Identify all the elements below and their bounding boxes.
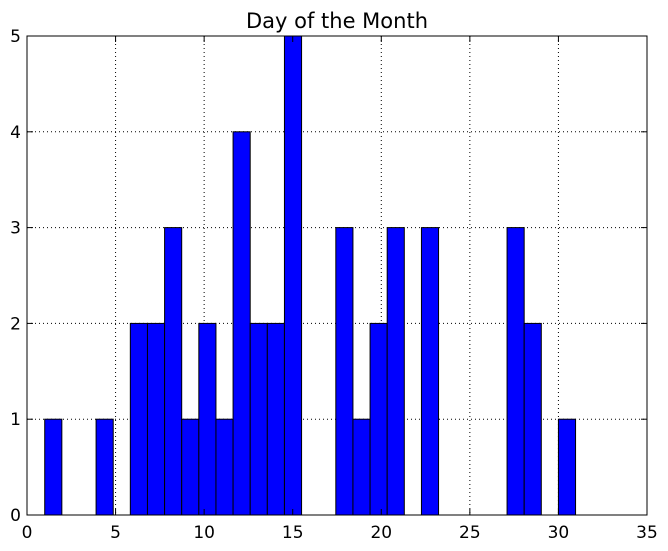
x-tick-label: 15 [282, 523, 304, 543]
histogram-bar [44, 418, 63, 516]
x-tick-label: 20 [370, 523, 392, 543]
axis-ticks [26, 35, 648, 516]
histogram-bar [557, 418, 577, 516]
x-tick-label: 35 [636, 523, 658, 543]
histogram-bar [249, 322, 268, 516]
histogram-bar [335, 227, 354, 516]
histogram-bar [386, 227, 405, 516]
histogram-bar [506, 227, 525, 516]
x-tick-label: 5 [110, 523, 121, 543]
y-tick-label: 4 [10, 123, 21, 143]
x-tick-label: 0 [22, 523, 33, 543]
histogram-bar [420, 227, 440, 516]
plot-frame [26, 35, 648, 516]
histogram-bar [198, 322, 217, 516]
histogram-bar [232, 131, 251, 516]
histogram-bar [215, 418, 234, 516]
histogram-bar [129, 322, 148, 516]
x-tick-label: 10 [193, 523, 215, 543]
histogram-bar [164, 227, 183, 516]
histogram-bar [95, 418, 114, 516]
y-tick-label: 5 [10, 27, 21, 47]
histogram-bars [44, 35, 577, 516]
histogram-bar [266, 322, 285, 516]
y-tick-label: 2 [10, 314, 21, 334]
y-tick-label: 0 [10, 506, 21, 526]
histogram-bar [369, 322, 388, 516]
histogram-bar [352, 418, 371, 516]
x-tick-label: 30 [548, 523, 570, 543]
histogram-bar [181, 418, 200, 516]
histogram-bar [523, 322, 542, 516]
histogram-bar [283, 35, 303, 516]
x-tick-label: 25 [459, 523, 481, 543]
x-tick-labels: 0 5 10 15 20 25 30 35 [22, 523, 658, 543]
chart-title: Day of the Month [246, 9, 428, 33]
y-tick-labels: 0 1 2 3 4 5 [10, 27, 21, 526]
y-tick-label: 3 [10, 219, 21, 239]
y-tick-label: 1 [10, 410, 21, 430]
histogram-bar [146, 322, 166, 516]
